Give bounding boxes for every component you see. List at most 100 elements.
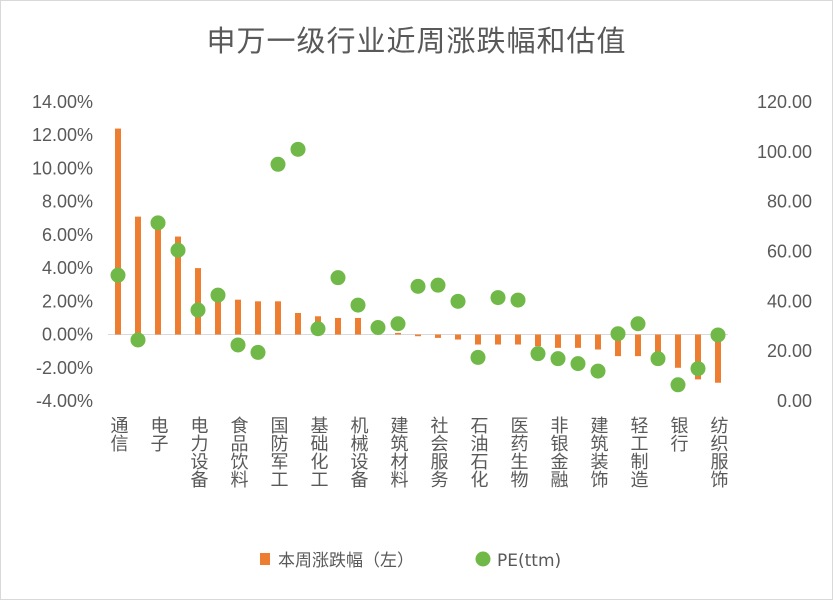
pe-point <box>690 361 706 377</box>
pe-point <box>470 349 486 365</box>
right-tick-label: 60.00 <box>767 242 812 262</box>
pe-point <box>190 302 206 318</box>
bar-series <box>115 128 721 383</box>
x-tick-label: 医药生物 <box>508 416 529 488</box>
pe-point <box>330 270 346 286</box>
bar <box>435 334 441 338</box>
left-tick-label: 10.00% <box>32 158 93 178</box>
pe-point <box>390 316 406 332</box>
left-tick-label: 0.00% <box>42 325 93 345</box>
chart-title: 申万一级行业近周涨跌幅和估值 <box>206 24 627 58</box>
x-tick-label: 基础化工 <box>308 416 329 488</box>
pe-point <box>130 332 146 348</box>
bar <box>275 301 281 335</box>
pe-point <box>530 346 546 362</box>
bar <box>495 334 501 345</box>
pe-point <box>590 363 606 379</box>
bar <box>335 317 341 335</box>
left-tick-label: -2.00% <box>36 358 93 378</box>
bar <box>455 334 461 340</box>
bar <box>515 334 521 345</box>
pe-point <box>610 326 626 342</box>
bar <box>655 334 661 358</box>
bar <box>715 334 721 383</box>
pe-point <box>370 319 386 335</box>
bar <box>255 301 261 335</box>
left-tick-label: 2.00% <box>42 291 93 311</box>
bar <box>295 312 301 335</box>
left-tick-label: 8.00% <box>42 192 93 212</box>
pe-point <box>230 337 246 353</box>
left-tick-label: -4.00% <box>36 391 93 411</box>
pe-point <box>430 277 446 293</box>
bar <box>695 334 701 380</box>
bar <box>635 334 641 357</box>
x-tick-label: 电子 <box>148 416 169 452</box>
pe-point <box>310 321 326 337</box>
x-axis-labels: 通信 电子 电力设备 食品饮料 国防军工 基础化工 机械设备 建筑材料 社会服务 石油石化 医药生物… <box>108 416 729 488</box>
legend-swatch-bar <box>260 553 270 565</box>
pe-point <box>490 290 506 306</box>
pe-point <box>670 377 686 393</box>
pe-point <box>710 327 726 343</box>
x-tick-label: 非银金融 <box>548 416 569 488</box>
x-tick-label: 食品饮料 <box>228 416 249 488</box>
pe-point <box>250 344 266 360</box>
bar <box>175 236 181 335</box>
pe-point <box>170 242 186 258</box>
bar <box>575 334 581 348</box>
pe-point <box>110 267 126 283</box>
bar <box>355 317 361 335</box>
legend-label-pe: PE(ttm) <box>497 551 561 571</box>
x-tick-label: 国防军工 <box>268 416 289 488</box>
pe-point <box>210 287 226 303</box>
bar <box>555 334 561 348</box>
x-tick-label: 社会服务 <box>428 416 449 488</box>
x-tick-label: 电力设备 <box>188 416 209 488</box>
bar <box>675 334 681 368</box>
pe-point <box>290 141 306 157</box>
right-tick-label: 120.00 <box>757 92 812 112</box>
x-tick-label: 机械设备 <box>348 416 369 488</box>
bar <box>195 268 201 335</box>
right-tick-label: 80.00 <box>767 192 812 212</box>
right-axis: 0.00 20.00 40.00 60.00 80.00 100.00 120.00 <box>757 92 812 411</box>
bar <box>135 216 141 335</box>
bar <box>155 226 161 335</box>
pe-point <box>570 356 586 372</box>
pe-point <box>410 278 426 294</box>
right-tick-label: 20.00 <box>767 341 812 361</box>
x-tick-label: 轻工制造 <box>628 416 649 488</box>
pe-point <box>510 292 526 308</box>
pe-point <box>270 156 286 172</box>
pe-point <box>550 351 566 367</box>
x-tick-label: 纺织服饰 <box>708 416 729 488</box>
pe-series <box>110 141 726 393</box>
x-tick-label: 石油石化 <box>468 416 489 488</box>
left-axis: -4.00% -2.00% 0.00% 2.00% 4.00% 6.00% 8.00% 10.… <box>32 92 93 411</box>
left-tick-label: 6.00% <box>42 225 93 245</box>
pe-point <box>630 316 646 332</box>
left-tick-label: 4.00% <box>42 258 93 278</box>
pe-point <box>150 215 166 231</box>
bar <box>215 296 221 335</box>
right-tick-label: 40.00 <box>767 291 812 311</box>
pe-point <box>450 293 466 309</box>
right-tick-label: 100.00 <box>757 142 812 162</box>
pe-point <box>350 297 366 313</box>
legend-swatch-pe <box>475 551 491 567</box>
pe-point <box>650 351 666 367</box>
bar <box>595 334 601 350</box>
legend: 本周涨跌幅（左） PE(ttm) <box>260 551 561 571</box>
bar <box>115 128 121 335</box>
bar <box>235 299 241 335</box>
bar <box>395 332 401 335</box>
x-tick-label: 建筑装饰 <box>588 416 609 488</box>
bar <box>535 334 541 347</box>
left-tick-label: 14.00% <box>32 92 93 112</box>
bar <box>415 334 421 337</box>
left-tick-label: 12.00% <box>32 125 93 145</box>
bar <box>615 334 621 357</box>
bar <box>475 334 481 345</box>
x-tick-label: 通信 <box>108 416 129 452</box>
